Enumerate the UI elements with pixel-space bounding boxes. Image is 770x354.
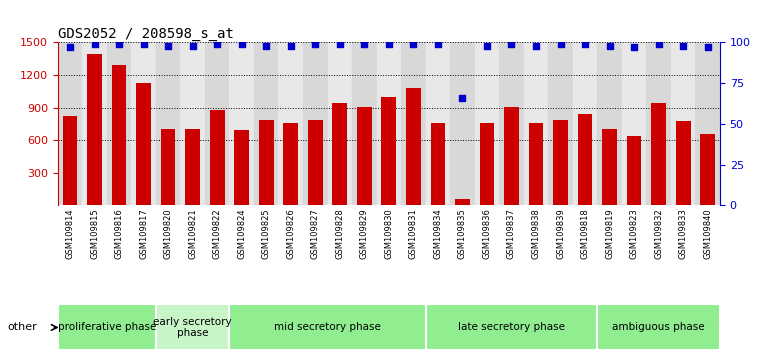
- Bar: [254, 42, 279, 205]
- Bar: [377, 42, 401, 205]
- Point: [358, 41, 370, 47]
- Point: [701, 45, 714, 50]
- Point: [211, 41, 223, 47]
- Bar: [186, 129, 200, 205]
- Point: [113, 41, 126, 47]
- Bar: [229, 304, 426, 350]
- Bar: [205, 42, 229, 205]
- Bar: [524, 42, 548, 205]
- Point: [530, 43, 542, 48]
- Bar: [234, 130, 249, 205]
- Bar: [622, 42, 646, 205]
- Bar: [209, 110, 225, 205]
- Bar: [156, 42, 180, 205]
- Bar: [229, 42, 254, 205]
- Text: GDS2052 / 208598_s_at: GDS2052 / 208598_s_at: [58, 28, 233, 41]
- Bar: [480, 123, 494, 205]
- Bar: [598, 304, 720, 350]
- Point: [383, 41, 395, 47]
- Bar: [455, 199, 470, 205]
- Bar: [161, 129, 176, 205]
- Bar: [352, 42, 377, 205]
- Bar: [62, 116, 77, 205]
- Point: [604, 43, 616, 48]
- Bar: [695, 42, 720, 205]
- Bar: [308, 120, 323, 205]
- Bar: [107, 42, 132, 205]
- Point: [333, 41, 346, 47]
- Point: [309, 41, 321, 47]
- Point: [432, 41, 444, 47]
- Point: [162, 43, 174, 48]
- Bar: [627, 136, 641, 205]
- Point: [137, 41, 149, 47]
- Bar: [602, 129, 617, 205]
- Bar: [180, 42, 205, 205]
- Bar: [578, 114, 592, 205]
- Bar: [504, 107, 519, 205]
- Bar: [406, 88, 420, 205]
- Bar: [499, 42, 524, 205]
- Text: proliferative phase: proliferative phase: [58, 322, 156, 332]
- Bar: [303, 42, 327, 205]
- Point: [407, 41, 420, 47]
- Bar: [58, 42, 82, 205]
- Bar: [430, 123, 445, 205]
- Bar: [156, 304, 229, 350]
- Bar: [671, 42, 695, 205]
- Bar: [132, 42, 156, 205]
- Point: [186, 43, 199, 48]
- Bar: [82, 42, 107, 205]
- Bar: [474, 42, 499, 205]
- Point: [89, 41, 101, 47]
- Text: mid secretory phase: mid secretory phase: [274, 322, 381, 332]
- Point: [628, 45, 641, 50]
- Bar: [112, 65, 126, 205]
- Bar: [548, 42, 573, 205]
- Text: early secretory
phase: early secretory phase: [153, 316, 232, 338]
- Bar: [450, 42, 474, 205]
- Bar: [573, 42, 598, 205]
- Bar: [701, 134, 715, 205]
- Point: [652, 41, 665, 47]
- Point: [236, 41, 248, 47]
- Text: late secretory phase: late secretory phase: [458, 322, 565, 332]
- Bar: [651, 103, 666, 205]
- Bar: [426, 304, 598, 350]
- Bar: [136, 82, 151, 205]
- Point: [505, 41, 517, 47]
- Point: [285, 43, 297, 48]
- Bar: [259, 120, 273, 205]
- Point: [480, 43, 493, 48]
- Bar: [333, 103, 347, 205]
- Bar: [357, 107, 372, 205]
- Bar: [401, 42, 426, 205]
- Bar: [598, 42, 622, 205]
- Bar: [529, 123, 544, 205]
- Point: [579, 41, 591, 47]
- Bar: [426, 42, 450, 205]
- Point: [554, 41, 567, 47]
- Bar: [87, 55, 102, 205]
- Point: [260, 43, 273, 48]
- Bar: [381, 97, 397, 205]
- Bar: [283, 123, 298, 205]
- Bar: [58, 304, 156, 350]
- Bar: [646, 42, 671, 205]
- Point: [677, 43, 689, 48]
- Text: other: other: [8, 322, 38, 332]
- Bar: [553, 120, 568, 205]
- Text: ambiguous phase: ambiguous phase: [612, 322, 705, 332]
- Point: [64, 45, 76, 50]
- Bar: [327, 42, 352, 205]
- Bar: [676, 121, 691, 205]
- Bar: [279, 42, 303, 205]
- Point: [457, 95, 469, 101]
